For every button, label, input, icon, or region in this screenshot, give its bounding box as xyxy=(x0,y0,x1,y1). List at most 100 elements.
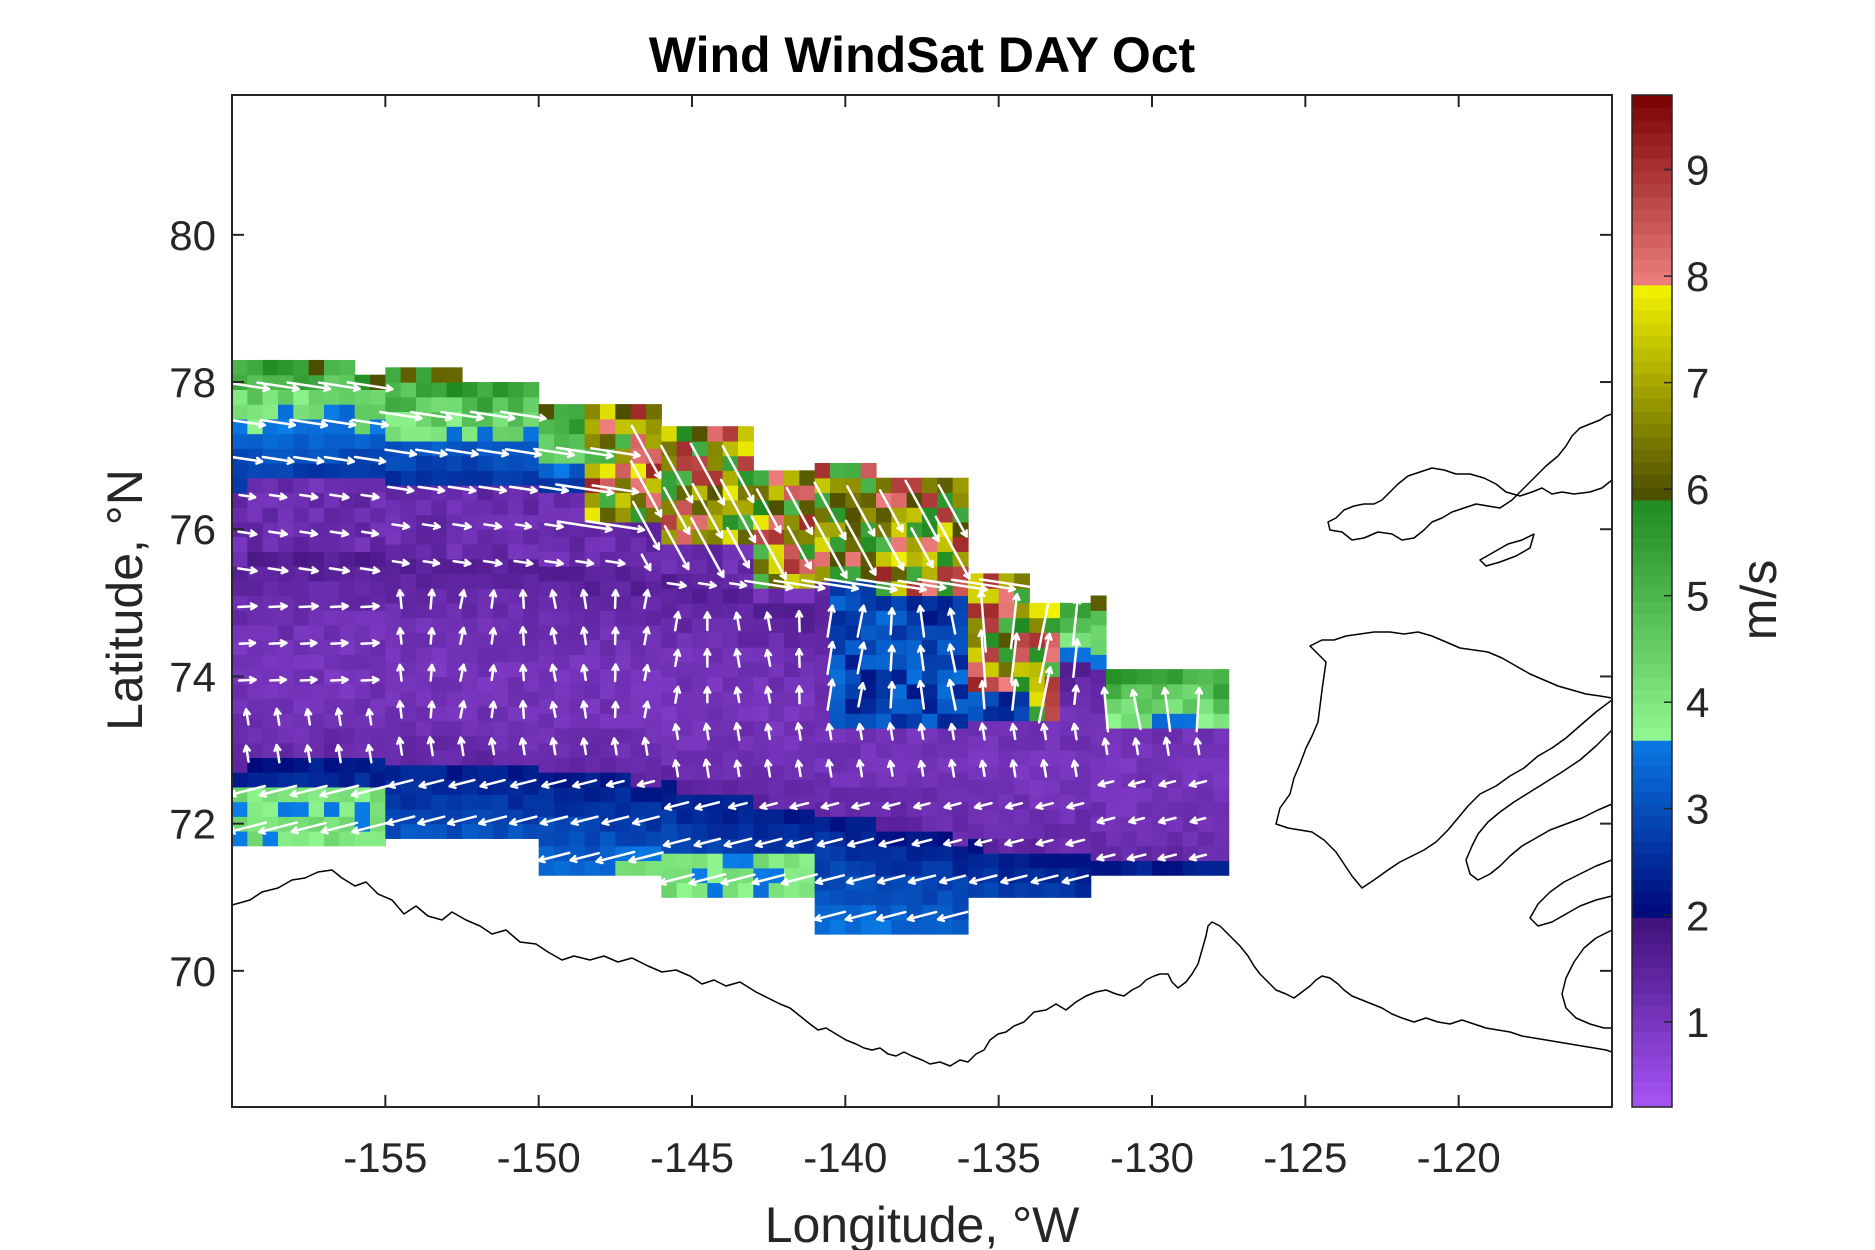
wind-speed-cell xyxy=(876,816,892,832)
wind-speed-cell xyxy=(324,801,340,817)
wind-speed-cell xyxy=(860,904,877,920)
wind-speed-cell xyxy=(446,602,463,619)
wind-speed-cell xyxy=(584,786,601,803)
wind-vector xyxy=(631,500,661,551)
colorbar-step xyxy=(1632,95,1672,109)
wind-speed-cell xyxy=(1029,853,1046,869)
wind-speed-cell xyxy=(339,536,356,552)
wind-speed-cell xyxy=(707,882,724,898)
wind-speed-cell xyxy=(523,823,540,839)
wind-vector xyxy=(351,418,389,429)
wind-speed-cell xyxy=(1198,757,1214,773)
wind-speed-cell xyxy=(784,853,800,869)
wind-speed-cell xyxy=(860,492,877,508)
wind-vector xyxy=(897,579,947,592)
wind-speed-cell xyxy=(768,720,785,736)
wind-speed-cell xyxy=(385,794,402,810)
wind-speed-cell xyxy=(247,610,264,626)
wind-vector xyxy=(514,521,533,530)
wind-vector xyxy=(1157,853,1178,862)
wind-vector xyxy=(813,910,847,923)
wind-vector xyxy=(417,815,446,827)
wind-vector xyxy=(289,418,329,429)
wind-speed-cell xyxy=(400,529,417,545)
wind-vector xyxy=(232,455,264,465)
colorbar-step xyxy=(1632,297,1672,311)
wind-vector xyxy=(887,607,896,636)
wind-speed-cell xyxy=(1213,683,1230,700)
wind-speed-cell xyxy=(922,595,938,611)
wind-speed-cell xyxy=(630,536,647,552)
wind-speed-cell xyxy=(1075,661,1092,678)
wind-vector xyxy=(856,604,867,638)
wind-speed-cell xyxy=(370,742,386,758)
wind-speed-cell xyxy=(1198,860,1214,876)
wind-speed-cell xyxy=(385,440,402,457)
wind-speed-cell xyxy=(385,543,402,560)
wind-speed-cell xyxy=(922,860,938,876)
wind-vector xyxy=(238,639,257,648)
wind-speed-cell xyxy=(523,705,540,722)
wind-speed-cell xyxy=(661,543,678,560)
wind-speed-cell xyxy=(615,566,632,582)
wind-speed-cell xyxy=(814,727,831,744)
wind-speed-cell xyxy=(768,750,785,766)
wind-speed-cell xyxy=(446,691,463,707)
wind-speed-cell xyxy=(692,882,708,898)
wind-speed-cell xyxy=(891,772,908,788)
wind-speed-cell xyxy=(983,794,1000,810)
wind-speed-cell xyxy=(324,683,340,700)
wind-speed-cell xyxy=(615,683,632,700)
wind-speed-cell xyxy=(860,477,877,494)
colorbar-step xyxy=(1632,942,1672,956)
wind-speed-cell xyxy=(1014,602,1030,619)
wind-speed-cell xyxy=(385,632,402,648)
wind-speed-cell xyxy=(937,772,954,788)
wind-speed-cell xyxy=(324,610,340,626)
wind-speed-cell xyxy=(830,654,846,670)
wind-speed-cell xyxy=(1198,683,1214,700)
wind-speed-cell xyxy=(370,816,386,832)
wind-speed-cell xyxy=(370,683,386,700)
wind-speed-cell xyxy=(308,654,325,670)
wind-speed-cell xyxy=(1029,602,1046,619)
wind-speed-cell xyxy=(462,455,478,471)
wind-speed-cell xyxy=(983,588,1000,604)
wind-speed-cell xyxy=(600,757,616,773)
wind-vector xyxy=(1071,596,1082,646)
wind-speed-cell xyxy=(692,853,708,869)
wind-speed-cell xyxy=(262,448,279,464)
wind-speed-cell xyxy=(554,860,570,876)
wind-speed-cell xyxy=(446,705,463,722)
wind-speed-cell xyxy=(354,772,371,788)
wind-speed-cell xyxy=(339,610,356,626)
wind-speed-cell xyxy=(799,808,816,825)
wind-speed-cell xyxy=(876,772,892,788)
wind-speed-cell xyxy=(1029,676,1046,692)
wind-speed-cell xyxy=(922,713,938,729)
wind-speed-cell xyxy=(876,669,892,685)
colorbar-step xyxy=(1632,246,1672,261)
wind-speed-cell xyxy=(538,654,555,670)
wind-speed-cell xyxy=(508,691,524,707)
wind-vector xyxy=(544,558,564,567)
wind-vector xyxy=(334,707,343,727)
wind-speed-cell xyxy=(462,750,478,766)
wind-speed-cell xyxy=(293,713,310,729)
wind-speed-cell xyxy=(998,853,1015,869)
wind-speed-cell xyxy=(1121,757,1138,773)
wind-speed-cell xyxy=(324,654,340,670)
wind-speed-cell xyxy=(1213,816,1230,832)
eastern-coast xyxy=(1561,929,1612,1029)
wind-vector xyxy=(947,607,957,635)
wind-speed-cell xyxy=(400,823,417,839)
wind-vector xyxy=(689,442,726,506)
wind-vector xyxy=(365,743,374,764)
wind-speed-cell xyxy=(1075,676,1092,692)
wind-vector xyxy=(763,611,773,632)
wind-speed-cell xyxy=(293,742,310,758)
wind-vector xyxy=(917,760,926,777)
colorbar-step xyxy=(1632,107,1672,121)
wind-vector xyxy=(458,663,467,682)
